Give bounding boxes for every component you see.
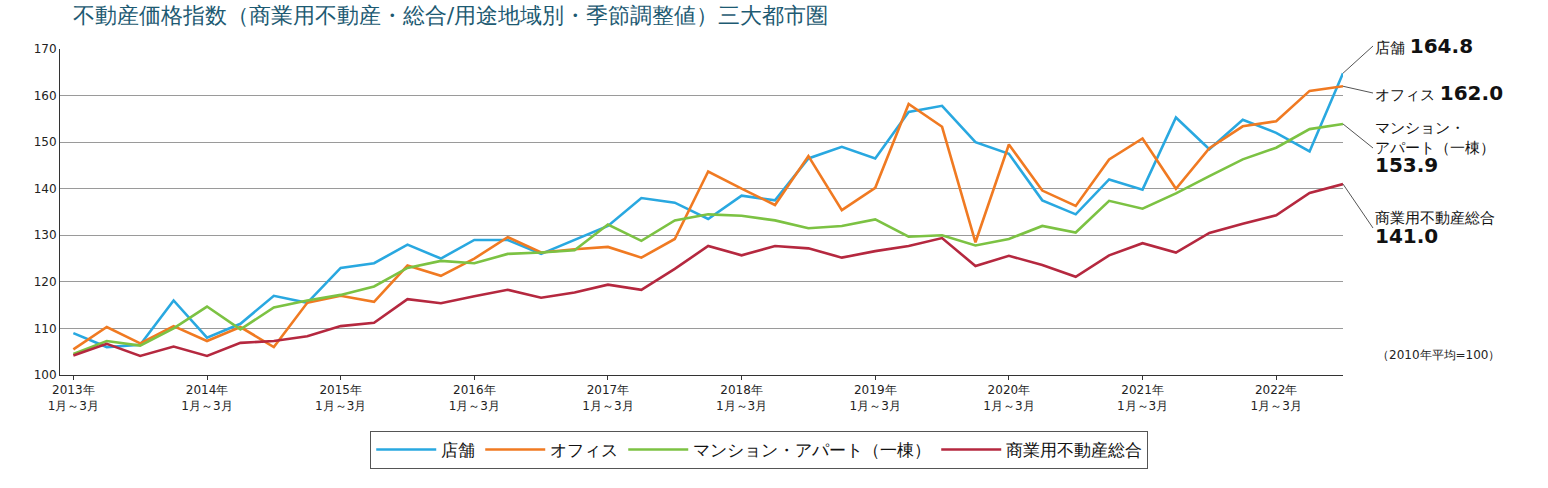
svg-text:オフィス 162.0: オフィス 162.0: [1375, 81, 1503, 105]
svg-text:2016年1月～3月: 2016年1月～3月: [449, 383, 500, 413]
svg-text:2019年1月～3月: 2019年1月～3月: [850, 383, 901, 413]
svg-text:140: 140: [34, 182, 57, 196]
svg-text:不動産価格指数（商業用不動産・総合/用途地域別・季節調整値）: 不動産価格指数（商業用不動産・総合/用途地域別・季節調整値）三大都市圏: [73, 3, 828, 28]
svg-text:130: 130: [34, 228, 57, 242]
svg-text:オフィス: オフィス: [550, 440, 618, 460]
svg-text:170: 170: [34, 42, 57, 56]
svg-text:2017年1月～3月: 2017年1月～3月: [582, 383, 633, 413]
svg-text:160: 160: [34, 89, 57, 103]
svg-text:2013年1月～3月: 2013年1月～3月: [48, 383, 99, 413]
svg-text:商業用不動産総合: 商業用不動産総合: [1006, 440, 1142, 460]
svg-text:120: 120: [34, 275, 57, 289]
svg-text:マンション・アパート（一棟）: マンション・アパート（一棟）: [693, 440, 931, 460]
svg-text:2020年1月～3月: 2020年1月～3月: [983, 383, 1034, 413]
svg-text:商業用不動産総合141.0: 商業用不動産総合141.0: [1375, 209, 1495, 248]
svg-text:2018年1月～3月: 2018年1月～3月: [716, 383, 767, 413]
svg-text:（2010年平均=100）: （2010年平均=100）: [1377, 348, 1501, 362]
svg-text:2021年1月～3月: 2021年1月～3月: [1117, 383, 1168, 413]
svg-text:110: 110: [34, 322, 57, 336]
svg-text:店舗: 店舗: [441, 440, 475, 460]
svg-text:2015年1月～3月: 2015年1月～3月: [315, 383, 366, 413]
svg-text:店舗 164.8: 店舗 164.8: [1375, 34, 1473, 58]
svg-text:100: 100: [34, 368, 57, 382]
svg-text:マンション・アパート（一棟）153.9: マンション・アパート（一棟）153.9: [1375, 119, 1495, 177]
svg-text:2022年1月～3月: 2022年1月～3月: [1251, 383, 1302, 413]
svg-text:150: 150: [34, 135, 57, 149]
svg-text:2014年1月～3月: 2014年1月～3月: [181, 383, 232, 413]
